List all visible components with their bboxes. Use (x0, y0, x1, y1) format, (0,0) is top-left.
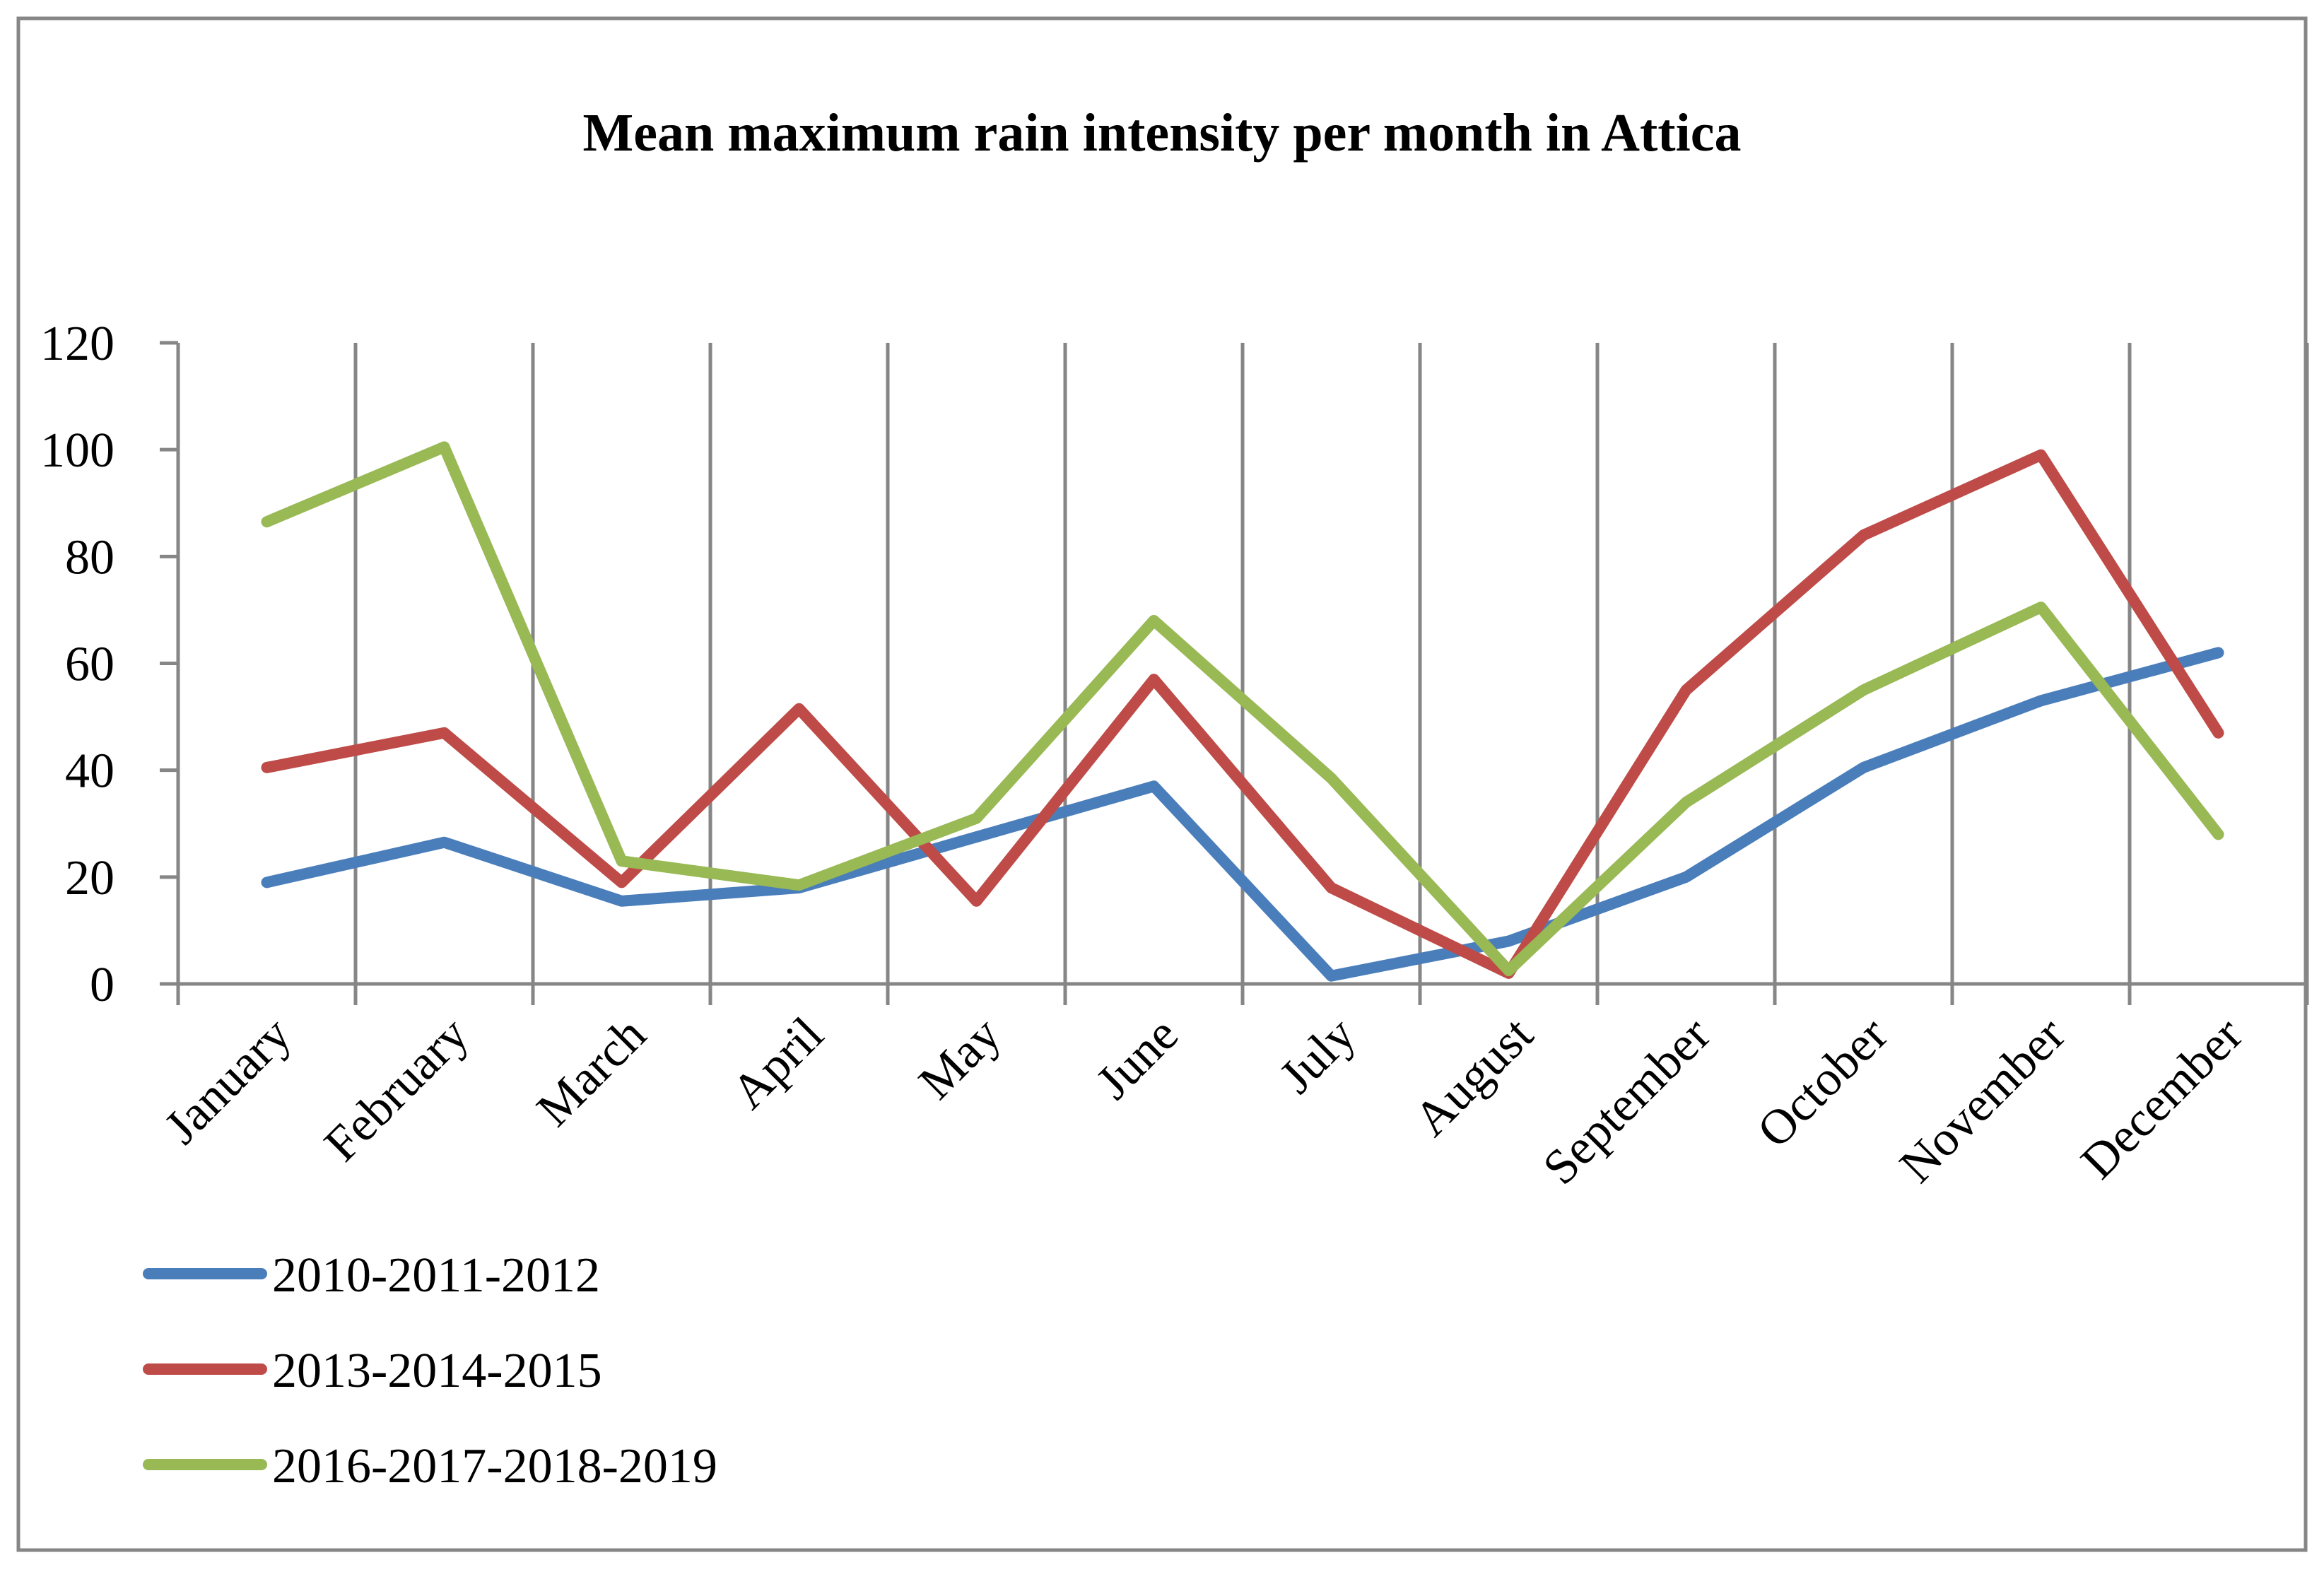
y-tick-label: 120 (40, 317, 115, 371)
y-tick-label: 20 (65, 851, 115, 905)
series-line (261, 647, 2224, 982)
series-line (261, 449, 2224, 979)
axes (160, 341, 2309, 1005)
y-tick-label: 80 (65, 530, 115, 585)
y-tick-label: 0 (90, 958, 115, 1012)
grid-lines (353, 343, 2309, 984)
y-tick-label: 40 (65, 744, 115, 799)
legend-label: 2013-2014-2015 (272, 1344, 602, 1398)
series-line (261, 441, 2224, 977)
legend-label: 2010-2011-2012 (272, 1248, 600, 1303)
chart-title: Mean maximum rain intensity per month in… (583, 103, 1742, 163)
y-tick-label: 60 (65, 638, 115, 692)
chart-border (16, 16, 2308, 1552)
y-tick-label: 100 (40, 423, 115, 478)
series-lines (261, 441, 2224, 982)
y-tick-labels: 0 20 40 60 80 100 120 (40, 317, 115, 1012)
legend-label: 2016-2017-2018-2019 (272, 1439, 717, 1494)
legend: 2010-2011-2012 2013-2014-2015 2016-2017-20… (143, 1248, 717, 1494)
